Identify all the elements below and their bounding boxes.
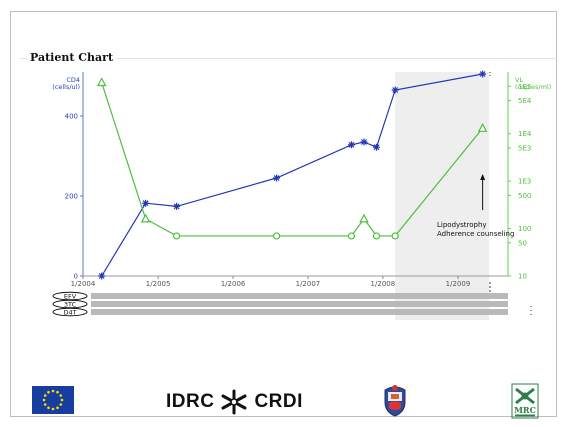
drug-label: D4T bbox=[63, 309, 76, 317]
x-tick-label: 1/2004 bbox=[71, 280, 96, 288]
right-tick-label: 1E5 bbox=[518, 83, 531, 91]
vl-point bbox=[391, 232, 399, 240]
cd4-point bbox=[273, 174, 281, 182]
annotation-arrowhead bbox=[480, 174, 486, 180]
eu-flag-icon bbox=[32, 386, 74, 414]
left-tick-label: 400 bbox=[65, 113, 78, 121]
mrc-text: MRC bbox=[514, 405, 536, 415]
right-tick-label: 1E4 bbox=[518, 130, 532, 138]
drug-label: 3TC bbox=[64, 301, 77, 309]
idrc-text: IDRC bbox=[166, 391, 215, 412]
left-axis-label: CD4 bbox=[66, 76, 80, 84]
panel-border bbox=[20, 58, 557, 59]
annotation-text: Lipodystrophy bbox=[437, 221, 487, 229]
eu-star bbox=[47, 406, 50, 410]
vl-point bbox=[359, 213, 369, 223]
eu-star bbox=[51, 407, 55, 411]
right-tick-label: 1E3 bbox=[518, 178, 531, 186]
eu-star bbox=[60, 398, 64, 402]
eu-star bbox=[51, 389, 55, 393]
drug-bar bbox=[91, 293, 508, 299]
idrc-crdi-logo: IDRC CRDI bbox=[166, 387, 303, 417]
right-tick-label: 50 bbox=[518, 239, 527, 247]
drug-label-oval bbox=[52, 307, 88, 317]
drug-bar bbox=[91, 301, 508, 307]
x-tick-label: 1/2006 bbox=[221, 280, 246, 288]
left-tick-label: 200 bbox=[65, 193, 78, 201]
university-crest-icon bbox=[384, 385, 406, 417]
eu-star bbox=[43, 394, 47, 397]
eu-star bbox=[59, 394, 63, 397]
panel-title: Patient Chart bbox=[27, 52, 117, 64]
x-tick-label: 1/2008 bbox=[371, 280, 396, 288]
idrc-emblem-icon bbox=[221, 389, 247, 415]
vl-point bbox=[96, 77, 107, 87]
x-tick-label: 1/2005 bbox=[146, 280, 171, 288]
right-tick-label: 100 bbox=[518, 225, 531, 233]
crdi-text: CRDI bbox=[254, 391, 303, 412]
vl-point bbox=[272, 232, 281, 240]
right-axis-label: VL bbox=[515, 76, 523, 84]
vl-point bbox=[140, 213, 151, 223]
cd4-point bbox=[360, 138, 368, 146]
vl-point bbox=[347, 232, 356, 240]
vl-point bbox=[172, 232, 181, 240]
eu-star bbox=[47, 390, 50, 394]
eu-star bbox=[56, 406, 59, 410]
eu-star bbox=[56, 390, 59, 394]
cd4-point bbox=[142, 199, 150, 207]
eu-star bbox=[43, 403, 47, 406]
slide-frame bbox=[10, 11, 557, 417]
cd4-point bbox=[347, 141, 355, 149]
right-tick-label: 5E4 bbox=[518, 97, 532, 105]
cd4-point bbox=[173, 202, 181, 210]
cd4-point bbox=[479, 70, 487, 78]
left-axis-label: (cells/ul) bbox=[52, 83, 80, 91]
right-tick-label: 500 bbox=[518, 192, 531, 200]
x-tick-label: 1/2009 bbox=[446, 280, 471, 288]
right-axis-label: (copies/ml) bbox=[515, 83, 551, 91]
x-tick-label: 1/2007 bbox=[296, 280, 321, 288]
cd4-point bbox=[98, 272, 106, 280]
cd4-point bbox=[373, 143, 381, 151]
drug-bar bbox=[91, 309, 508, 315]
eu-star bbox=[59, 403, 63, 406]
vl-point bbox=[372, 232, 381, 240]
shaded-region bbox=[395, 72, 489, 320]
right-tick-label: 5E3 bbox=[518, 144, 531, 152]
cd4-point bbox=[391, 86, 399, 94]
eu-star bbox=[42, 398, 46, 402]
annotation-text: Adherence counseling bbox=[437, 230, 514, 238]
right-tick-label: 10 bbox=[518, 273, 527, 281]
mrc-logo: MRC bbox=[511, 383, 539, 419]
vl-point bbox=[477, 123, 488, 132]
left-tick-label: 0 bbox=[74, 273, 78, 281]
drug-label: EFV bbox=[64, 293, 77, 301]
